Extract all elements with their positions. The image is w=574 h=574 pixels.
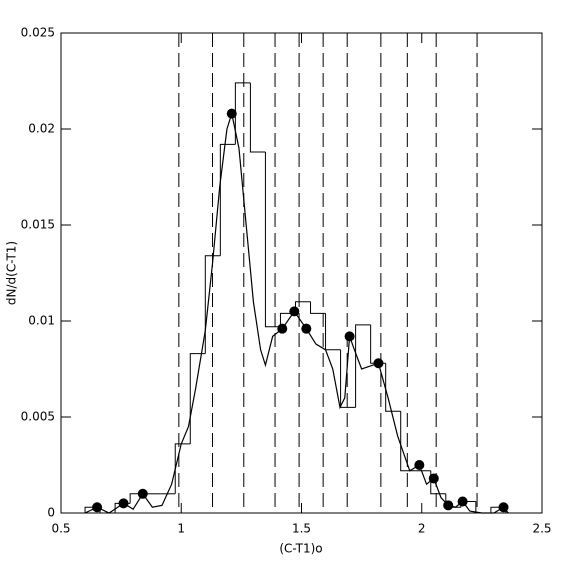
density-curve: [84, 111, 509, 514]
data-point: [277, 323, 288, 334]
x-tick-label: 1.5: [292, 522, 311, 536]
histogram-bin: [249, 82, 266, 153]
histogram-bin: [400, 411, 416, 472]
data-point: [498, 502, 509, 513]
data-point: [137, 488, 148, 499]
data-point: [226, 108, 237, 119]
y-tick-label: 0.01: [28, 314, 55, 328]
histogram-bin: [204, 255, 221, 354]
y-axis-label: dN/d(C-T1): [5, 241, 19, 305]
x-tick-label: 1: [177, 522, 185, 536]
x-axis-label: (C-T1)o: [279, 542, 322, 556]
data-point: [443, 500, 454, 511]
x-tick-label: 2.5: [532, 522, 551, 536]
histogram-bin: [475, 501, 491, 514]
histogram-bin: [310, 301, 326, 314]
x-tick-label: 0.5: [51, 522, 70, 536]
data-point: [428, 473, 439, 484]
data-point: [289, 306, 300, 317]
y-tick-label: 0.005: [21, 410, 55, 424]
y-tick-label: 0.015: [21, 218, 55, 232]
histogram-bin: [325, 313, 341, 351]
data-point: [92, 502, 103, 513]
histogram-bin: [219, 143, 236, 256]
histogram-bin: [370, 324, 386, 364]
data-point: [301, 323, 312, 334]
histogram-bin: [385, 363, 401, 412]
data-point: [118, 498, 129, 509]
y-tick-label: 0.025: [21, 26, 55, 40]
histogram-bin: [189, 353, 206, 444]
histogram-bin: [264, 152, 281, 328]
y-tick-label: 0: [47, 506, 55, 520]
data-point: [373, 358, 384, 369]
x-tick-label: 2: [418, 522, 426, 536]
histogram-bin: [355, 324, 371, 408]
histogram-bin: [234, 82, 251, 145]
y-tick-label: 0.02: [28, 122, 55, 136]
plot-frame: [60, 32, 543, 514]
data-point: [457, 496, 468, 507]
data-point: [414, 460, 425, 470]
data-point: [344, 331, 355, 342]
histogram-bin: [174, 443, 191, 494]
